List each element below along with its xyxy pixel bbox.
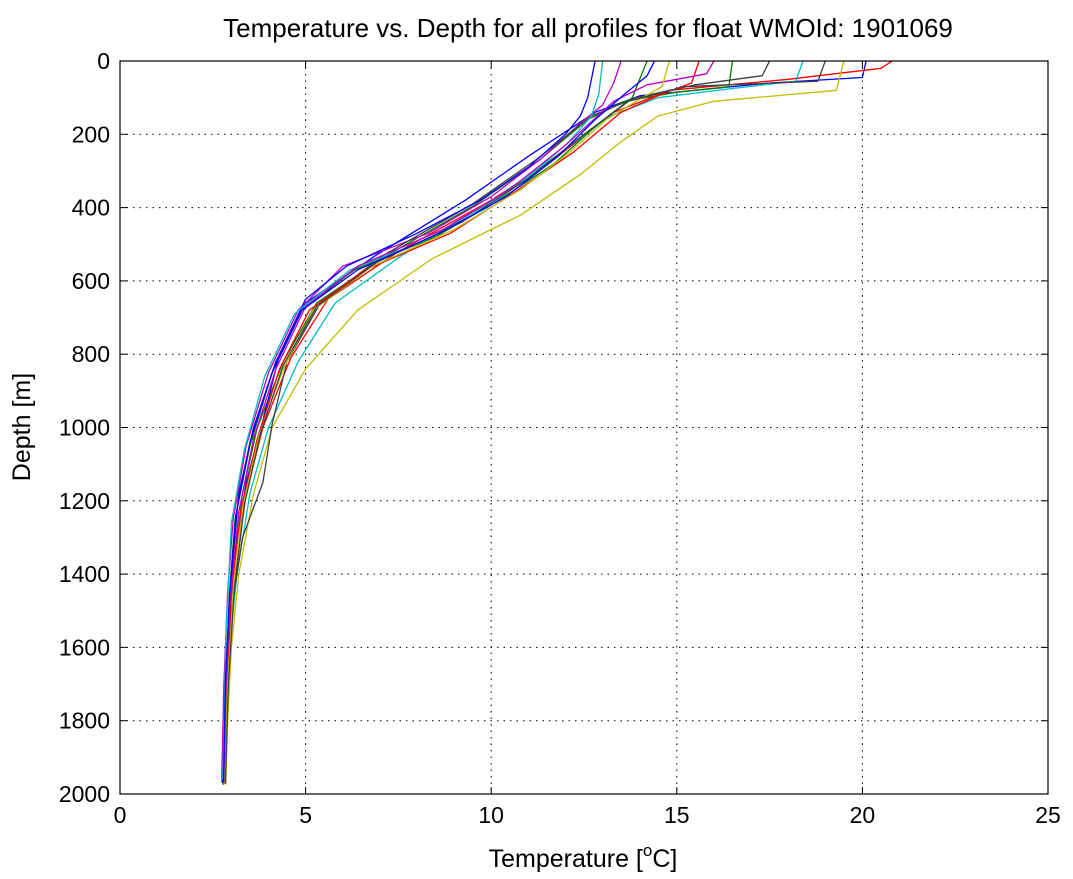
y-tick-label: 1200 [59,488,110,514]
profile-line-11 [222,61,604,780]
y-tick-label: 800 [72,341,110,367]
y-tick-label: 400 [72,195,110,221]
x-tick-labels: 0 5 10 15 20 25 [114,802,1061,828]
y-tick-label: 1000 [59,415,110,441]
y-tick-label: 1400 [59,561,110,587]
y-tick-label: 1800 [59,708,110,734]
x-tick-label: 25 [1035,802,1061,828]
y-tick-labels: 0 200 400 600 800 1000 1200 1400 1600 1800 2000 [59,48,110,807]
y-tick-label: 600 [72,268,110,294]
y-tick-label: 1600 [59,634,110,660]
profile-line-10 [224,61,700,784]
y-tick-label: 200 [72,121,110,147]
x-tick-label: 10 [478,802,504,828]
profile-line-6 [225,61,845,785]
profile-line-15 [222,61,656,782]
chart-title: Temperature vs. Depth for all profiles f… [223,13,953,43]
y-tick-label: 0 [97,48,110,74]
profile-line-14 [224,61,826,784]
profile-line-13 [224,61,671,784]
y-tick-label: 2000 [59,781,110,807]
profile-line-12 [223,61,715,783]
x-axis-label-main: Temperature [ [489,845,643,873]
x-axis-label: Temperature [oC] [489,841,678,873]
axis-ticks [119,60,1049,795]
x-tick-label: 15 [664,802,690,828]
x-tick-label: 5 [299,802,312,828]
x-tick-label: 0 [114,802,127,828]
x-tick-label: 20 [850,802,876,828]
x-axis-label-superscript: o [643,841,652,860]
y-axis-label: Depth [m] [8,373,36,481]
x-axis-label-end: C] [652,845,677,873]
profile-lines [221,61,893,785]
